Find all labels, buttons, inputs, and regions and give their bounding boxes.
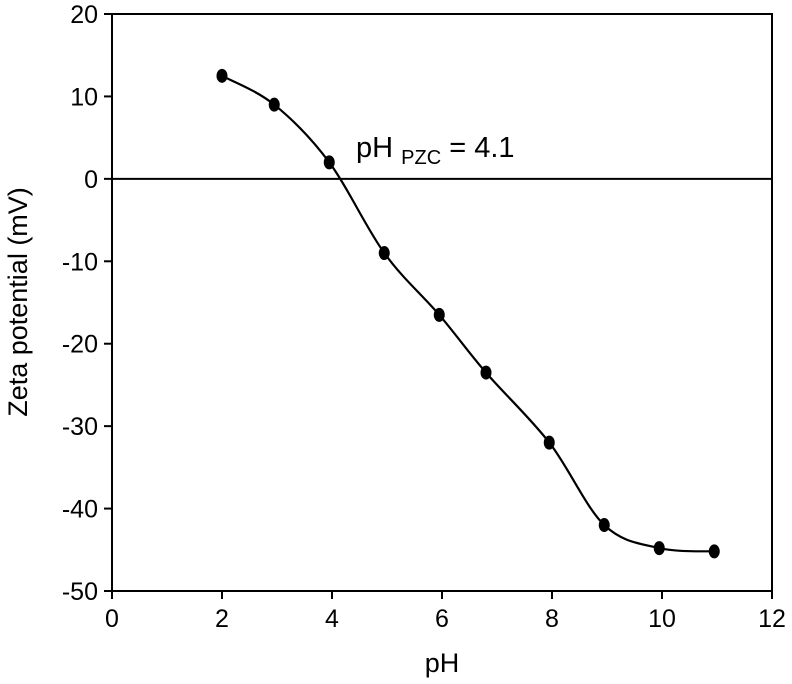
x-tick-label: 10 [648,605,676,633]
tick-labels: 0 2 4 6 8 10 12 20 10 0 -10 -20 -30 -40 -50 [62,1,786,633]
data-point [433,307,445,322]
x-tick-label: 8 [545,605,559,633]
axis-ticks [104,13,773,599]
data-point [598,518,610,533]
y-tick-label: 10 [70,83,98,111]
data-point [708,544,720,559]
y-tick-label: -40 [62,496,98,524]
data-point [653,541,665,556]
pzc-annotation-main: pH [356,132,393,164]
x-tick-label: 2 [215,605,229,633]
y-tick-label: 0 [84,166,98,194]
y-tick-label: -50 [62,578,98,606]
plot-frame [111,13,773,592]
data-curve [221,74,715,553]
x-tick-label: 0 [105,605,119,633]
pzc-annotation-subscript: PZC [401,147,441,169]
y-tick-label: -30 [62,413,98,441]
data-point [323,155,335,170]
x-tick-label: 12 [758,605,786,633]
y-tick-label: -10 [62,248,98,276]
pzc-annotation-suffix: = 4.1 [449,132,514,164]
data-point [216,68,228,83]
data-point [480,365,492,380]
data-points [216,68,720,559]
x-tick-label: 6 [435,605,449,633]
y-axis-title: Zeta potential (mV) [3,187,33,417]
y-tick-label: -20 [62,331,98,359]
x-axis-title: pH [425,648,460,678]
data-point [378,246,390,261]
pzc-annotation: pH PZC = 4.1 [356,132,515,171]
data-point [543,435,555,450]
y-tick-label: 20 [70,1,98,29]
data-point [268,97,280,112]
x-tick-label: 4 [325,605,339,633]
